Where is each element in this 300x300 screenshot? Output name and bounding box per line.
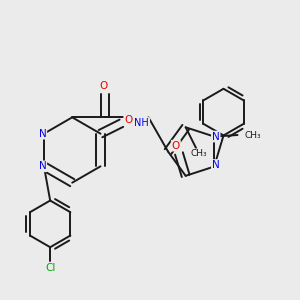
Text: N: N [38, 129, 46, 139]
Text: N: N [212, 160, 220, 170]
Text: O: O [99, 81, 107, 91]
Text: CH₃: CH₃ [191, 149, 208, 158]
Text: O: O [172, 141, 180, 151]
Text: N: N [212, 132, 220, 142]
Text: Cl: Cl [45, 263, 56, 273]
Text: N: N [38, 161, 46, 171]
Text: O: O [124, 115, 133, 125]
Text: CH₃: CH₃ [244, 130, 261, 140]
Text: NH: NH [134, 118, 149, 128]
